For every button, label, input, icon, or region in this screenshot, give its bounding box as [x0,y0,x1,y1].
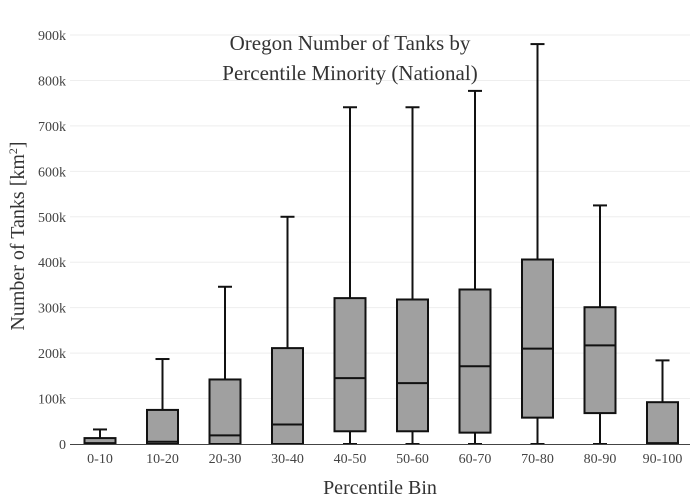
iqr-box [583,306,617,415]
y-tick-labels: 0 100k 200k 300k 400k 500k 600k 700k 800k 900k [38,29,66,453]
x-tick-label: 10-20 [146,452,179,467]
iqr-box [208,378,242,446]
x-tick-label: 50-60 [396,452,429,467]
box-10-20 [146,358,179,445]
y-tick-label: 600k [38,165,66,180]
y-axis-title-superscript: 2 [6,148,20,154]
iqr-box [271,347,304,445]
y-tick-label: 500k [38,211,66,226]
box-40-50 [333,106,367,445]
y-tick-label: 800k [38,74,66,89]
box-50-60 [396,106,429,445]
x-tick-label: 30-40 [271,452,304,467]
iqr-box [396,298,429,433]
x-tick-label: 70-80 [521,452,554,467]
box-70-80 [521,43,554,445]
boxes [83,43,679,446]
iqr-box [333,297,367,433]
y-tick-label: 200k [38,347,66,362]
chart-title-line-1: Oregon Number of Tanks by [230,31,471,55]
y-axis-title: Number of Tanks [km2] [6,141,29,330]
iqr-box [458,288,492,434]
x-axis-title: Percentile Bin [323,477,437,499]
x-tick-label: 0-10 [87,452,113,467]
x-tick-label: 20-30 [209,452,242,467]
y-tick-label: 400k [38,256,66,271]
chart-title-line-2: Percentile Minority (National) [222,61,477,85]
y-axis-title-end: ] [7,141,29,148]
box-20-30 [208,285,242,446]
x-tick-labels: 0-10 10-20 20-30 30-40 40-50 50-60 60-70 70-80 8… [87,452,682,467]
iqr-box [646,401,679,445]
y-tick-label: 0 [59,438,66,453]
y-tick-label: 900k [38,29,66,44]
y-tick-label: 100k [38,393,66,408]
box-80-90 [583,204,617,445]
x-tick-label: 90-100 [643,452,683,467]
x-tick-label: 80-90 [584,452,617,467]
y-axis-title-main: Number of Tanks [km [7,154,29,331]
y-tick-label: 300k [38,302,66,317]
x-tick-label: 40-50 [334,452,367,467]
box-30-40 [271,215,304,445]
box-60-70 [458,89,492,445]
y-tick-label: 700k [38,120,66,135]
gridlines [70,34,690,400]
iqr-box [521,258,554,419]
box-90-100 [646,359,679,445]
x-tick-label: 60-70 [459,452,492,467]
iqr-box [146,408,179,445]
box-0-10 [83,428,117,446]
